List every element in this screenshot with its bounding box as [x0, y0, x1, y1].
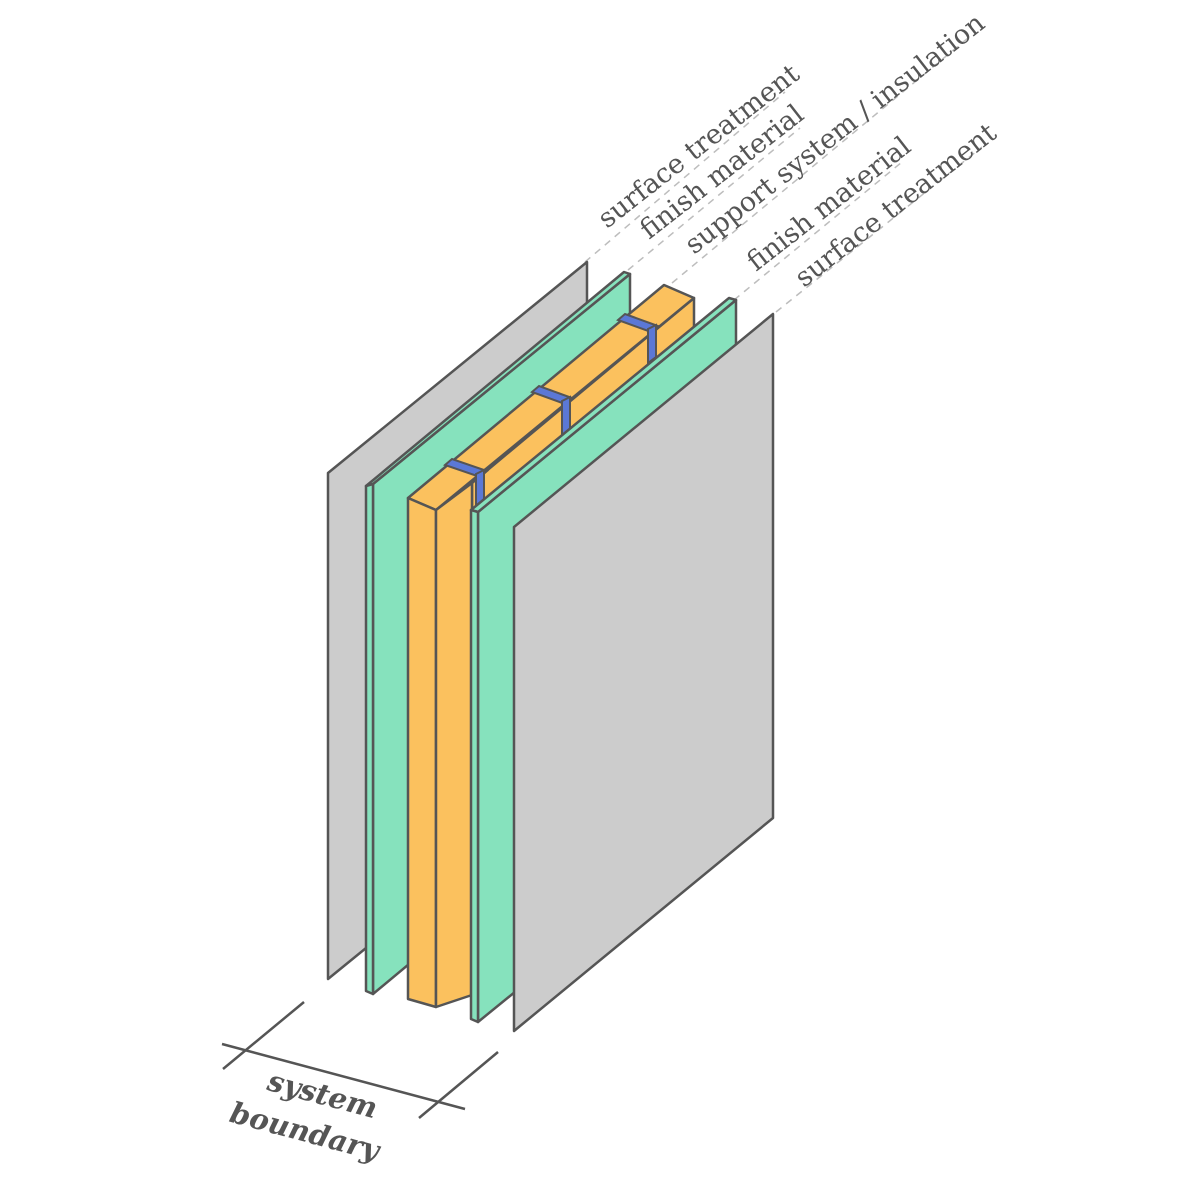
connector-clip-3-side [647, 323, 657, 365]
connector-clip-2 [530, 384, 574, 406]
panel-side [364, 482, 375, 996]
system-boundary-dimension: system boundary [221, 1001, 499, 1168]
panel-side [469, 508, 480, 1024]
leader-lines [584, 37, 983, 313]
leader-line-finish-material-back [627, 127, 801, 271]
boundary-tick-right [418, 1051, 499, 1119]
stud-front-face [406, 496, 438, 1009]
boundary-tick-left [222, 1001, 305, 1070]
panel-face [512, 312, 775, 1033]
boundary-dimension-line [221, 1042, 466, 1111]
leader-line-finish-material-front [733, 161, 903, 301]
layer-labels: surface treatment finish material suppor… [592, 8, 1002, 294]
layer-surface-treatment-front [512, 312, 775, 1033]
leader-line-surface-treatment-front [775, 146, 983, 313]
leader-line-surface-treatment-back [584, 91, 786, 263]
connector-clip-3 [616, 312, 660, 334]
connector-clip-1 [443, 457, 489, 479]
stud-front-side [434, 481, 474, 1009]
